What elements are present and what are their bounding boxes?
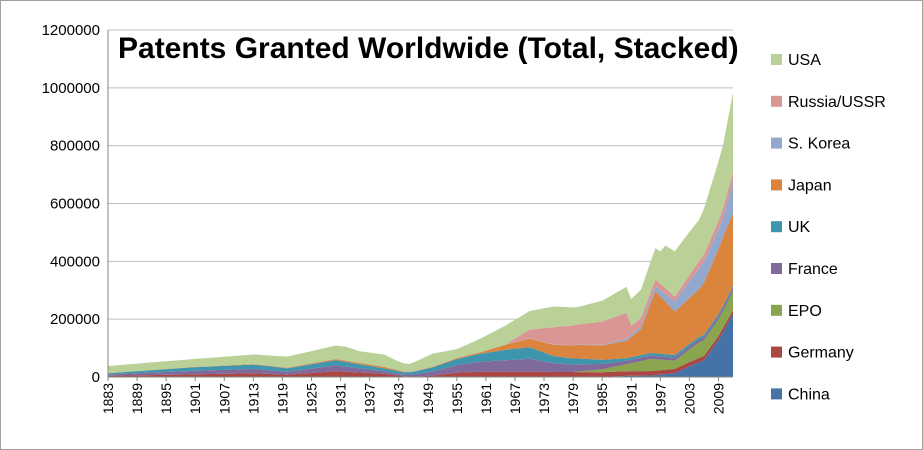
legend-label-russia-ussr: Russia/USSR	[788, 94, 886, 111]
x-tick-label: 1961	[478, 383, 494, 414]
legend-label-germany: Germany	[788, 345, 854, 362]
x-tick-label: 1955	[449, 383, 465, 414]
x-tick-label: 1931	[333, 383, 349, 414]
y-tick-label: 0	[92, 369, 100, 386]
x-tick-label: 1997	[652, 383, 668, 414]
y-tick-label: 800000	[50, 138, 100, 155]
x-tick-label: 2003	[681, 383, 697, 414]
legend-label-uk: UK	[788, 219, 811, 236]
x-tick-label: 1913	[245, 383, 261, 414]
x-tick-label: 1883	[100, 383, 116, 414]
x-tick-label: 1907	[216, 383, 232, 414]
legend-swatch-france	[771, 263, 782, 274]
chart-title: Patents Granted Worldwide (Total, Stacke…	[118, 32, 739, 65]
area-series-group	[108, 92, 733, 377]
legend-label-usa: USA	[788, 52, 821, 69]
x-tick-label: 1901	[187, 383, 203, 414]
legend-label-japan: Japan	[788, 177, 832, 194]
x-tick-label: 1889	[129, 383, 145, 414]
x-tick-label: 1943	[391, 383, 407, 414]
x-tick-label: 1895	[158, 383, 174, 414]
x-tick-label: 1937	[362, 383, 378, 414]
legend: USA Russia/USSR S. Korea Japan UK France EPO Ge…	[771, 52, 886, 403]
legend-swatch-uk	[771, 221, 782, 233]
legend-swatch-japan	[771, 179, 782, 191]
x-tick-label: 1979	[565, 383, 581, 414]
y-tick-label: 1000000	[42, 80, 100, 97]
y-tick-label: 400000	[50, 253, 100, 270]
x-tick-label: 2009	[711, 383, 727, 414]
y-tick-labels: 0 200000 400000 600000 800000 1000000 1200000	[42, 22, 100, 386]
x-tick-label: 1985	[594, 383, 610, 414]
x-tick-label: 1949	[420, 383, 436, 414]
x-tick-label: 1973	[536, 383, 552, 414]
legend-label-s-korea: S. Korea	[788, 136, 850, 153]
x-tick-label: 1967	[507, 383, 523, 414]
legend-label-china: China	[788, 386, 830, 403]
x-tick-label: 1925	[304, 383, 320, 414]
y-tick-label: 200000	[50, 311, 100, 328]
legend-swatch-germany	[771, 346, 782, 358]
legend-label-epo: EPO	[788, 303, 822, 320]
x-tick-labels: 1883 1889 1895 1901 1907 1913 1919 1925 1931 1937…	[100, 383, 727, 414]
legend-swatch-epo	[771, 304, 782, 316]
legend-swatch-usa	[771, 54, 782, 65]
legend-swatch-china	[771, 388, 782, 400]
y-tick-label: 600000	[50, 196, 100, 213]
y-tick-label: 1200000	[42, 22, 100, 39]
x-tick-label: 1991	[623, 383, 639, 414]
area-series-germany	[108, 310, 733, 377]
axes	[107, 30, 733, 381]
legend-label-france: France	[788, 261, 838, 278]
area-series-epo	[108, 291, 733, 377]
legend-swatch-s-korea	[771, 137, 782, 149]
legend-swatch-russia-ussr	[771, 95, 782, 107]
x-tick-label: 1919	[274, 383, 290, 414]
